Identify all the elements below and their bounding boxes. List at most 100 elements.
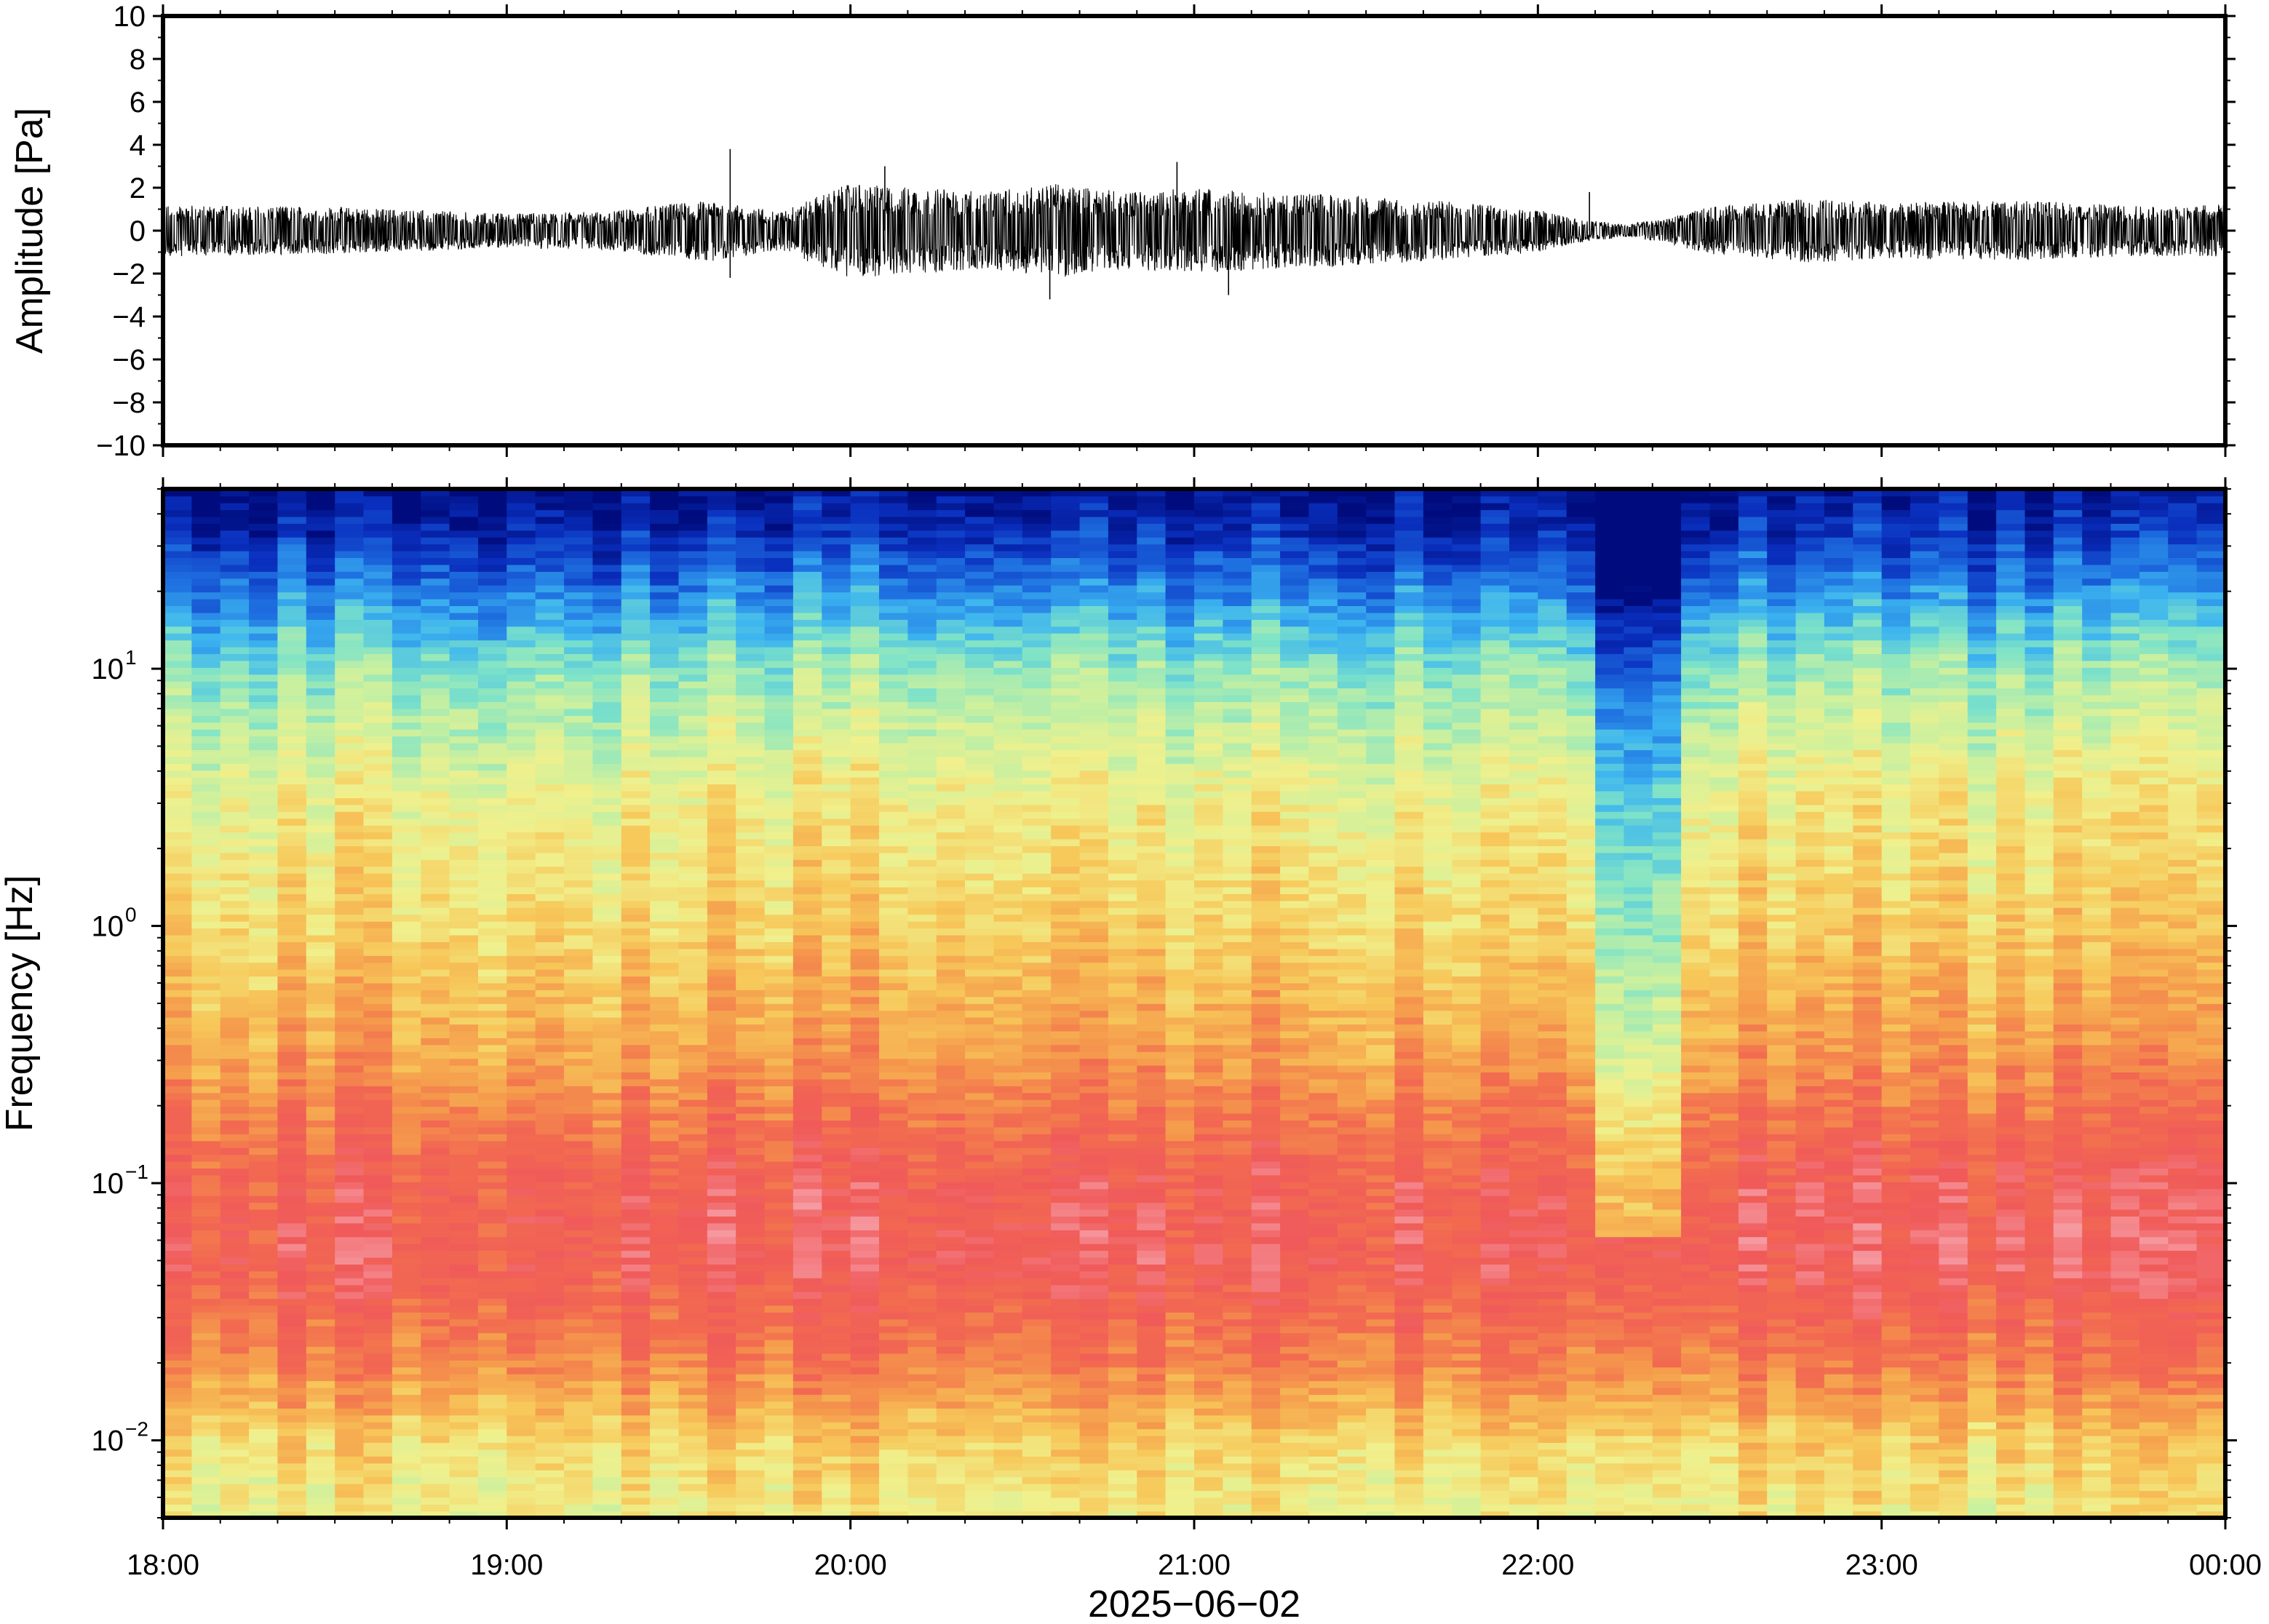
spectrogram-cell <box>1022 1318 1052 1326</box>
spectrogram-cell <box>163 1422 193 1430</box>
spectrogram-cell <box>277 1120 307 1128</box>
spectrogram-cell <box>850 1106 880 1114</box>
spectrogram-cell <box>822 1291 851 1299</box>
spectrogram-cell <box>621 1016 651 1025</box>
spectrogram-cell <box>1022 1188 1052 1196</box>
spectrogram-cell <box>421 1182 450 1190</box>
spectrogram-cell <box>850 1126 880 1134</box>
spectrogram-cell <box>449 880 479 888</box>
spectrogram-cell <box>392 845 422 853</box>
spectrogram-cell <box>1022 626 1052 634</box>
spectrogram-cell <box>1022 667 1052 675</box>
spectrogram-cell <box>163 914 193 922</box>
spectrogram-cell <box>993 1497 1023 1505</box>
spectrogram-cell <box>907 1428 937 1436</box>
spectrogram-cell <box>506 550 536 558</box>
spectrogram-cell <box>449 530 479 538</box>
spectrogram-cell <box>822 824 851 833</box>
spectrogram-cell <box>421 530 450 538</box>
spectrogram-cell <box>707 1120 737 1128</box>
spectrogram-cell <box>191 1112 221 1121</box>
spectrogram-cell <box>306 942 335 950</box>
spectrogram-cell <box>650 653 680 661</box>
spectrogram-cell <box>363 886 393 894</box>
spectrogram-cell <box>306 1010 335 1018</box>
spectrogram-cell <box>707 749 737 757</box>
spectrogram-cell <box>249 1435 279 1444</box>
spectrogram-cell <box>220 818 250 826</box>
spectrogram-cell <box>535 736 565 744</box>
spectrogram-cell <box>1051 1222 1081 1230</box>
spectrogram-cell <box>220 811 250 819</box>
spectrogram-cell <box>306 1291 335 1299</box>
spectrogram-cell <box>363 1476 393 1484</box>
spectrogram-cell <box>191 1326 221 1334</box>
spectrogram-cell <box>449 708 479 716</box>
spectrogram-cell <box>449 852 479 860</box>
spectrogram-cell <box>879 770 909 778</box>
spectrogram-cell <box>564 811 594 819</box>
spectrogram-cell <box>506 516 536 524</box>
spectrogram-cell <box>621 1243 651 1251</box>
spectrogram-cell <box>564 749 594 757</box>
spectrogram-cell <box>163 1174 193 1182</box>
spectrogram-cell <box>1079 1346 1109 1354</box>
spectrogram-cell <box>249 495 279 503</box>
spectrogram-cell <box>879 1264 909 1272</box>
spectrogram-cell <box>764 1250 794 1258</box>
spectrogram-cell <box>736 832 766 840</box>
spectrogram-cell <box>449 1038 479 1046</box>
spectrogram-cell <box>822 797 851 805</box>
spectrogram-cell <box>936 1182 966 1190</box>
spectrogram-cell <box>907 550 937 558</box>
spectrogram-cell <box>392 1044 422 1052</box>
spectrogram-cell <box>1022 749 1052 757</box>
spectrogram-cell <box>907 544 937 552</box>
spectrogram-cell <box>1051 832 1081 840</box>
spectrogram-cell <box>220 763 250 771</box>
spectrogram-cell <box>449 790 479 798</box>
spectrogram-cell <box>993 1476 1023 1484</box>
spectrogram-cell <box>564 976 594 984</box>
spectrogram-cell <box>1051 1435 1081 1444</box>
spectrogram-cell <box>650 544 680 552</box>
spectrogram-cell <box>363 1291 393 1299</box>
spectrogram-cell <box>822 1435 851 1444</box>
spectrogram-cell <box>478 1284 508 1292</box>
spectrogram-cell <box>907 893 937 901</box>
spectrogram-cell <box>335 1038 365 1046</box>
spectrogram-cell <box>249 1470 279 1478</box>
spectrogram-cell <box>736 1428 766 1436</box>
spectrogram-cell <box>764 852 794 860</box>
spectrogram-cell <box>965 749 995 757</box>
spectrogram-cell <box>965 1099 995 1107</box>
spectrogram-cell <box>993 1360 1023 1368</box>
spectrogram-cell <box>822 1106 851 1114</box>
spectrogram-cell <box>707 907 737 915</box>
spectrogram-cell <box>506 688 536 696</box>
spectrogram-cell <box>363 1284 393 1292</box>
spectrogram-cell <box>936 1442 966 1450</box>
spectrogram-cell <box>1022 845 1052 853</box>
spectrogram-cell <box>707 1030 737 1038</box>
spectrogram-cell <box>936 1147 966 1155</box>
spectrogram-cell <box>163 523 193 531</box>
spectrogram-cell <box>249 1064 279 1072</box>
spectrogram-cell <box>392 838 422 846</box>
spectrogram-cell <box>792 893 823 901</box>
spectrogram-cell <box>822 701 851 709</box>
spectrogram-cell <box>363 578 393 586</box>
spectrogram-cell <box>764 736 794 744</box>
spectrogram-cell <box>335 1126 365 1134</box>
spectrogram-cell <box>363 784 393 792</box>
spectrogram-cell <box>478 701 508 709</box>
spectrogram-cell <box>993 1051 1023 1059</box>
spectrogram-cell <box>535 1078 565 1086</box>
spectrogram-cell <box>163 1038 193 1046</box>
spectrogram-cell <box>907 872 937 881</box>
spectrogram-cell <box>191 1270 221 1278</box>
spectrogram-cell <box>822 1030 851 1038</box>
spectrogram-cell <box>277 1236 307 1244</box>
spectrogram-cell <box>306 722 335 730</box>
spectrogram-cell <box>249 1161 279 1169</box>
